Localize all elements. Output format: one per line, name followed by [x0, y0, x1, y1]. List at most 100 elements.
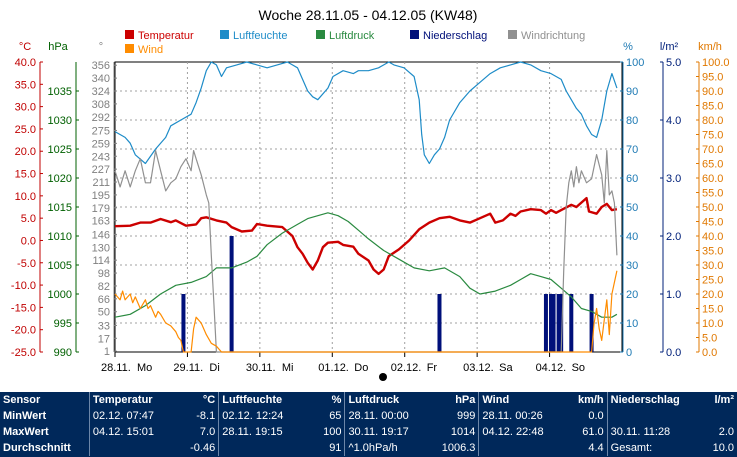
- tick-label-wind: 65.0: [702, 159, 723, 171]
- tick-label-temp: 20.0: [15, 146, 36, 158]
- tick-label-press: 990: [54, 347, 72, 359]
- axis-unit-rain: l/m²: [660, 41, 679, 53]
- tick-label-hum: 70: [626, 144, 638, 156]
- tick-label-temp: 25.0: [15, 124, 36, 136]
- statistics-panel: Sensor Temperatur °C Luftfeuchte % Luftd…: [0, 392, 737, 457]
- temp-avg-value: -0.46: [190, 442, 216, 454]
- tick-label-dir: 340: [92, 73, 110, 85]
- tick-label-wind: 15.0: [702, 304, 723, 316]
- x-tick-weekday: Di: [209, 362, 219, 374]
- header-niederschlag-unit: l/m²: [714, 394, 734, 406]
- tick-label-wind: 70.0: [702, 144, 723, 156]
- rain-total-value: 10.0: [712, 442, 734, 454]
- tick-label-press: 1030: [48, 115, 72, 127]
- temp-min-value: -8.1: [196, 410, 216, 422]
- press-max-time: 30.11. 19:17: [344, 424, 439, 440]
- tick-label-rain: 0.0: [666, 347, 681, 359]
- x-axis: 28.11. Mo 29.11. Di 30.11. Mi 01.12. Do 02.12. Fr…: [101, 352, 585, 374]
- tick-label-hum: 80: [626, 115, 638, 127]
- tick-label-dir: 308: [92, 99, 110, 111]
- tick-label-temp: 15.0: [15, 169, 36, 181]
- tick-label-wind: 95.0: [702, 72, 723, 84]
- tick-label-dir: 163: [92, 216, 110, 228]
- tick-label-hum: 10: [626, 318, 638, 330]
- rain-bar: [549, 294, 554, 352]
- wind-max-value: 61.0: [582, 426, 604, 438]
- tick-label-dir: 1: [104, 346, 110, 358]
- tick-label-dir: 179: [92, 203, 110, 215]
- current-day-marker-icon: [379, 373, 387, 381]
- x-tick-weekday: Fr: [427, 362, 438, 374]
- statistics-row-average: Durchschnitt -0.46 91 ^1.0hPa/h 1006.3 4…: [0, 440, 737, 456]
- tick-label-wind: 85.0: [702, 101, 723, 113]
- tick-label-press: 1025: [48, 144, 72, 156]
- axis-units: °C hPa °% l/m² km/h: [19, 41, 722, 53]
- tick-label-dir: 50: [98, 307, 110, 319]
- tick-label-dir: 17: [98, 333, 110, 345]
- tick-label-wind: 20.0: [702, 289, 723, 301]
- tick-label-wind: 60.0: [702, 173, 723, 185]
- press-max-value: 1014: [450, 426, 476, 438]
- wind-avg-time: [478, 440, 567, 456]
- tick-label-hum: 50: [626, 202, 638, 214]
- tick-label-temp: 35.0: [15, 79, 36, 91]
- tick-label-hum: 20: [626, 289, 638, 301]
- tick-label-temp: -10.0: [11, 280, 36, 292]
- x-tick-weekday: Mi: [282, 362, 294, 374]
- rain-total-label: Gesamt:: [606, 440, 697, 456]
- hum-max-time: 28.11. 19:15: [218, 424, 319, 440]
- niederschlag-bars: [181, 236, 594, 352]
- series-line-luftfeuchte: [114, 61, 618, 165]
- x-tick-date: 01.12.: [318, 362, 349, 374]
- temp-min-time: 02.12. 07:47: [88, 408, 187, 424]
- rain-min-time: [606, 408, 697, 424]
- tick-label-dir: 82: [98, 281, 110, 293]
- x-tick-date: 28.11.: [101, 362, 131, 374]
- tick-label-press: 1005: [48, 260, 72, 272]
- tick-label-dir: 227: [92, 164, 110, 176]
- tick-label-dir: 114: [92, 255, 110, 267]
- statistics-table: Sensor Temperatur °C Luftfeuchte % Luftd…: [0, 392, 737, 456]
- x-tick-weekday: So: [572, 362, 585, 374]
- series-lines: [114, 61, 618, 353]
- tick-label-press: 1035: [48, 86, 72, 98]
- legend-label: Temperatur: [138, 30, 194, 42]
- tick-label-hum: 30: [626, 260, 638, 272]
- tick-label-press: 1015: [48, 202, 72, 214]
- series-line-wind: [114, 270, 618, 353]
- legend-label: Niederschlag: [423, 30, 487, 42]
- hum-avg-time: [218, 440, 319, 456]
- legend-swatch: [125, 44, 134, 53]
- wind-max-time: 04.12. 22:48: [478, 424, 567, 440]
- tick-label-temp: -20.0: [11, 325, 36, 337]
- rain-bar: [551, 294, 556, 352]
- axis-unit-wind: km/h: [698, 41, 722, 53]
- legend-label: Luftfeuchte: [233, 30, 287, 42]
- rain-bar: [437, 294, 442, 352]
- chart-background: [0, 0, 737, 392]
- tick-label-wind: 75.0: [702, 130, 723, 142]
- statistics-row-max: MaxWert 04.12. 15:01 7.0 28.11. 19:15 10…: [0, 424, 737, 440]
- tick-label-dir: 66: [98, 294, 110, 306]
- rain-max-time: 30.11. 11:28: [606, 424, 697, 440]
- tick-label-rain: 4.0: [666, 115, 681, 127]
- rain-bar: [229, 236, 234, 352]
- rain-min-value: [697, 408, 737, 424]
- x-tick-weekday: Sa: [499, 362, 513, 374]
- tick-label-wind: 45.0: [702, 217, 723, 229]
- legend-label: Windrichtung: [521, 30, 585, 42]
- hum-min-value: 65: [329, 410, 342, 422]
- tick-label-dir: 98: [98, 268, 110, 280]
- tick-label-press: 1000: [48, 289, 72, 301]
- tick-label-rain: 1.0: [666, 289, 681, 301]
- tick-label-temp: -15.0: [11, 302, 36, 314]
- right-axes: 10090807060504030201005.04.03.02.01.00.0…: [620, 57, 730, 359]
- temp-max-time: 04.12. 15:01: [88, 424, 187, 440]
- rain-bar: [559, 294, 564, 352]
- statistics-header-row: Sensor Temperatur °C Luftfeuchte % Luftd…: [0, 392, 737, 408]
- tick-label-dir: 211: [92, 177, 110, 189]
- tick-label-dir: 195: [92, 190, 110, 202]
- x-tick-date: 30.11.: [246, 362, 276, 374]
- press-avg-value: 1006.3: [441, 442, 476, 454]
- tick-label-wind: 5.0: [702, 333, 717, 345]
